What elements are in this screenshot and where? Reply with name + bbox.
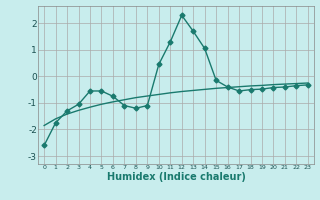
X-axis label: Humidex (Indice chaleur): Humidex (Indice chaleur) <box>107 172 245 182</box>
